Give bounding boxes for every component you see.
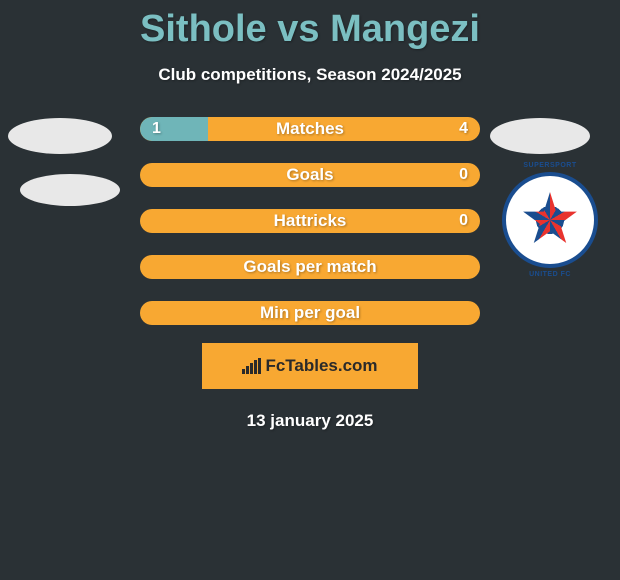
comparison-title: Sithole vs Mangezi — [0, 0, 620, 51]
player2-club-badge: SUPERSPORT UNITED FC — [502, 172, 598, 268]
bar-value-right: 0 — [459, 209, 468, 233]
fctables-label: FcTables.com — [265, 356, 377, 376]
bar-matches: 1 Matches 4 — [140, 117, 480, 141]
bar-goals-per-match: Goals per match — [140, 255, 480, 279]
bar-goals: Goals 0 — [140, 163, 480, 187]
bar-chart-icon — [242, 358, 261, 374]
bar-min-per-goal: Min per goal — [140, 301, 480, 325]
player1-avatar-placeholder — [8, 118, 112, 154]
bar-label: Matches — [140, 117, 480, 141]
player2-avatar-placeholder — [490, 118, 590, 154]
bar-label: Min per goal — [140, 301, 480, 325]
bar-value-right: 0 — [459, 163, 468, 187]
date-label: 13 january 2025 — [0, 411, 620, 431]
badge-star-icon — [511, 191, 589, 249]
player1-club-placeholder — [20, 174, 120, 206]
fctables-watermark[interactable]: FcTables.com — [202, 343, 418, 389]
badge-text-bottom: UNITED FC — [529, 271, 571, 278]
comparison-subtitle: Club competitions, Season 2024/2025 — [0, 65, 620, 85]
bar-label: Goals — [140, 163, 480, 187]
bar-label: Hattricks — [140, 209, 480, 233]
bar-value-right: 4 — [459, 117, 468, 141]
badge-text-top: SUPERSPORT — [523, 162, 576, 169]
bar-label: Goals per match — [140, 255, 480, 279]
bar-hattricks: Hattricks 0 — [140, 209, 480, 233]
